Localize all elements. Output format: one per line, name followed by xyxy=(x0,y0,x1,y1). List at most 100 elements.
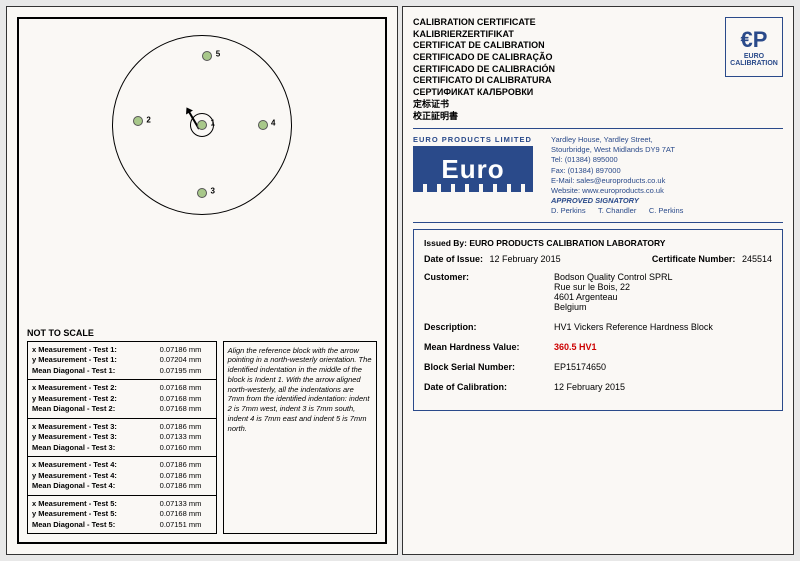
reference-block-circle: 1 2 3 4 5 xyxy=(112,35,292,215)
table-row: Mean Diagonal - Test 3:0.07160 mm xyxy=(32,443,212,454)
certificate-titles: CALIBRATION CERTIFICATEKALIBRIERZERTIFIK… xyxy=(413,17,555,122)
date-issue-value: 12 February 2015 xyxy=(490,254,561,264)
left-border-frame: 1 2 3 4 5 NOT TO SCALE x Measurement - Test … xyxy=(17,17,387,544)
indent-dot-4 xyxy=(258,120,268,130)
description-value: HV1 Vickers Reference Hardness Block xyxy=(554,322,772,332)
certificate-title-line: 定标证书 xyxy=(413,99,555,111)
company-section: EURO PRODUCTS LIMITED Euro Yardley House… xyxy=(413,135,783,223)
measurement-label: y Measurement - Test 2: xyxy=(32,394,160,405)
mean-hardness-label: Mean Hardness Value: xyxy=(424,342,554,352)
table-row: y Measurement - Test 2:0.07168 mm xyxy=(32,394,212,405)
left-page: 1 2 3 4 5 NOT TO SCALE x Measurement - Test … xyxy=(6,6,398,555)
test-group-2: x Measurement - Test 2:0.07168 mmy Measu… xyxy=(28,380,216,419)
serial-value: EP15174650 xyxy=(554,362,772,372)
indent-label-1: 1 xyxy=(210,119,214,128)
table-row: y Measurement - Test 4:0.07186 mm xyxy=(32,471,212,482)
table-row: Mean Diagonal - Test 2:0.07168 mm xyxy=(32,404,212,415)
table-row: x Measurement - Test 5:0.07133 mm xyxy=(32,499,212,510)
cert-num-label: Certificate Number: xyxy=(652,254,736,264)
measurement-label: Mean Diagonal - Test 4: xyxy=(32,481,160,492)
table-row: x Measurement - Test 4:0.07186 mm xyxy=(32,460,212,471)
company-email: E-Mail: sales@europroducts.co.uk xyxy=(551,176,683,186)
euro-calibration-logo: €P EURO CALIBRATION xyxy=(725,17,783,77)
measurement-value: 0.07168 mm xyxy=(160,383,212,394)
measurement-value: 0.07186 mm xyxy=(160,481,212,492)
measurement-value: 0.07168 mm xyxy=(160,394,212,405)
indent-dot-3 xyxy=(197,188,207,198)
customer-label: Customer: xyxy=(424,272,554,312)
measurement-label: x Measurement - Test 2: xyxy=(32,383,160,394)
company-fax: Fax: (01384) 897000 xyxy=(551,166,683,176)
table-row: Mean Diagonal - Test 1:0.07195 mm xyxy=(32,366,212,377)
measurement-label: x Measurement - Test 5: xyxy=(32,499,160,510)
test-group-5: x Measurement - Test 5:0.07133 mmy Measu… xyxy=(28,496,216,534)
table-row: Mean Diagonal - Test 4:0.07186 mm xyxy=(32,481,212,492)
indent-dot-2 xyxy=(133,116,143,126)
indent-label-2: 2 xyxy=(146,115,150,124)
table-row: x Measurement - Test 3:0.07186 mm xyxy=(32,422,212,433)
table-row: y Measurement - Test 5:0.07168 mm xyxy=(32,509,212,520)
measurement-value: 0.07186 mm xyxy=(160,471,212,482)
certificate-title-line: CERTIFICADO DE CALIBRACIÓN xyxy=(413,64,555,76)
company-tel: Tel: (01384) 895000 xyxy=(551,155,683,165)
certificate-details: Issued By: EURO PRODUCTS CALIBRATION LAB… xyxy=(413,229,783,411)
euro-logo-text: Euro xyxy=(441,154,504,185)
company-website: Website: www.europroducts.co.uk xyxy=(551,186,683,196)
approved-signatory-title: APPROVED SIGNATORY xyxy=(551,196,683,206)
date-issue-label: Date of Issue: xyxy=(424,254,483,264)
measurement-value: 0.07168 mm xyxy=(160,509,212,520)
diagram-area: 1 2 3 4 5 xyxy=(27,27,377,328)
indent-dot-5 xyxy=(202,51,212,61)
measurement-label: x Measurement - Test 3: xyxy=(32,422,160,433)
indent-label-4: 4 xyxy=(271,119,275,128)
indent-label-3: 3 xyxy=(210,186,214,195)
measurement-label: Mean Diagonal - Test 3: xyxy=(32,443,160,454)
measurements-table: x Measurement - Test 1:0.07186 mmy Measu… xyxy=(27,341,217,535)
logo-euro-text: EURO xyxy=(744,53,764,60)
measurement-label: x Measurement - Test 4: xyxy=(32,460,160,471)
table-row: y Measurement - Test 1:0.07204 mm xyxy=(32,355,212,366)
measurement-label: y Measurement - Test 1: xyxy=(32,355,160,366)
measurement-label: x Measurement - Test 1: xyxy=(32,345,160,356)
test-group-4: x Measurement - Test 4:0.07186 mmy Measu… xyxy=(28,457,216,496)
cal-date-label: Date of Calibration: xyxy=(424,382,554,392)
measurement-label: y Measurement - Test 5: xyxy=(32,509,160,520)
euro-products-block: EURO PRODUCTS LIMITED Euro xyxy=(413,135,543,216)
logo-ep-text: €P xyxy=(741,27,768,53)
issued-by: Issued By: EURO PRODUCTS CALIBRATION LAB… xyxy=(424,238,772,248)
table-row: Mean Diagonal - Test 5:0.07151 mm xyxy=(32,520,212,531)
serial-label: Block Serial Number: xyxy=(424,362,554,372)
table-row: y Measurement - Test 3:0.07133 mm xyxy=(32,432,212,443)
logo-calibration-text: CALIBRATION xyxy=(730,60,778,67)
euro-logo-graphic: Euro xyxy=(413,146,533,192)
indent-label-5: 5 xyxy=(216,49,220,58)
euro-products-title: EURO PRODUCTS LIMITED xyxy=(413,135,543,144)
company-address: Yardley House, Yardley Street, Stourbrid… xyxy=(551,135,683,155)
test-group-1: x Measurement - Test 1:0.07186 mmy Measu… xyxy=(28,342,216,381)
certificate-title-line: 校正証明書 xyxy=(413,111,555,123)
cal-date-value: 12 February 2015 xyxy=(554,382,772,392)
measurement-value: 0.07195 mm xyxy=(160,366,212,377)
certificate-title-line: CERTIFICADO DE CALIBRAÇÃO xyxy=(413,52,555,64)
measurement-value: 0.07186 mm xyxy=(160,345,212,356)
right-page: CALIBRATION CERTIFICATEKALIBRIERZERTIFIK… xyxy=(402,6,794,555)
title-header: CALIBRATION CERTIFICATEKALIBRIERZERTIFIK… xyxy=(413,17,783,129)
bottom-section: x Measurement - Test 1:0.07186 mmy Measu… xyxy=(27,341,377,535)
measurement-label: y Measurement - Test 3: xyxy=(32,432,160,443)
certificate-title-line: CERTIFICAT DE CALIBRATION xyxy=(413,40,555,52)
alignment-instructions: Align the reference block with the arrow… xyxy=(223,341,377,535)
description-label: Description: xyxy=(424,322,554,332)
not-to-scale-label: NOT TO SCALE xyxy=(27,328,377,338)
indent-dot-1 xyxy=(197,120,207,130)
issue-row: Date of Issue: 12 February 2015 Certific… xyxy=(424,254,772,264)
measurement-label: y Measurement - Test 4: xyxy=(32,471,160,482)
measurement-value: 0.07186 mm xyxy=(160,460,212,471)
mean-hardness-value: 360.5 HV1 xyxy=(554,342,772,352)
measurement-value: 0.07133 mm xyxy=(160,499,212,510)
measurement-value: 0.07133 mm xyxy=(160,432,212,443)
measurement-value: 0.07204 mm xyxy=(160,355,212,366)
measurement-value: 0.07151 mm xyxy=(160,520,212,531)
table-row: x Measurement - Test 2:0.07168 mm xyxy=(32,383,212,394)
measurement-label: Mean Diagonal - Test 2: xyxy=(32,404,160,415)
company-info: Yardley House, Yardley Street, Stourbrid… xyxy=(551,135,683,216)
